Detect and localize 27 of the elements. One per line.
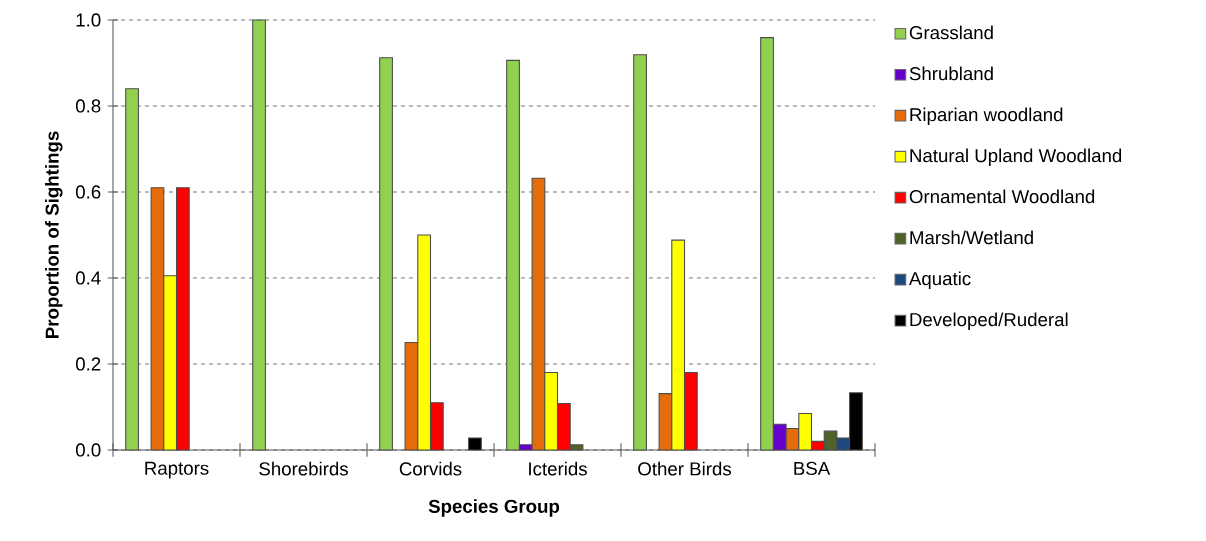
x-axis-title: Species Group [428, 499, 560, 517]
bar [633, 54, 647, 451]
bar [468, 437, 482, 451]
x-tick-label: Raptors [145, 461, 209, 479]
y-tick-label: 0.4 [75, 271, 101, 285]
x-tick-label: Other Birds [638, 461, 732, 476]
y-axis-title: Proportion of Sightings [45, 131, 63, 338]
legend-label: Riparian woodland [910, 107, 1063, 125]
legend-label: Developed/Ruderal [910, 312, 1068, 330]
legend-label: Aquatic [908, 271, 971, 289]
y-tick-label: 0.6 [75, 185, 101, 199]
legend-label: Natural Upland Woodland [910, 148, 1122, 166]
legend-label: Marsh/Wetland [910, 230, 1033, 245]
y-tick-label: 0.0 [75, 443, 101, 457]
bar [125, 88, 139, 451]
y-tick-label: 1.0 [76, 13, 101, 27]
legend-label: Shrubland [909, 66, 993, 81]
bar [252, 19, 266, 451]
x-tick-label: Icterids [529, 461, 587, 476]
x-tick-label: BSA [794, 461, 831, 476]
legend-label: Ornamental Woodland [909, 189, 1095, 204]
bar [379, 57, 393, 451]
y-tick-label: 0.8 [75, 99, 101, 113]
x-tick-label: Corvids [399, 461, 462, 476]
x-tick-label: Shorebirds [259, 461, 348, 476]
legend-label: Grassland [909, 25, 993, 40]
y-tick-label: 0.2 [75, 357, 101, 371]
